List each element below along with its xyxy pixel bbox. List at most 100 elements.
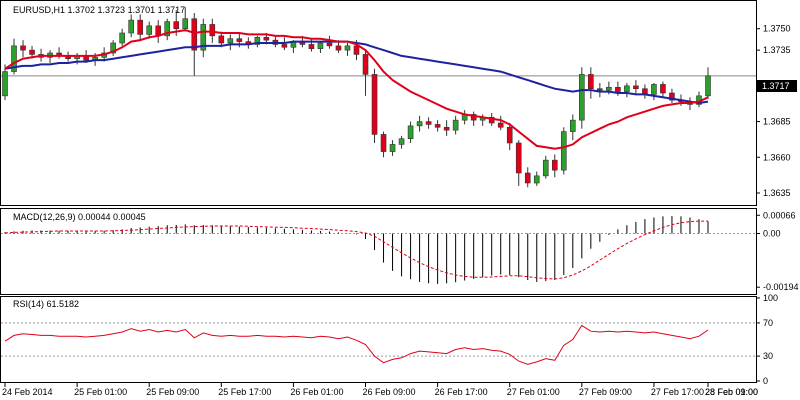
bear-candle: [362, 54, 369, 75]
rsi-panel-frame: [0, 296, 757, 383]
x-tick-label: 27 Feb 17:00: [651, 387, 704, 397]
macd-y-tick-label: 0.00: [763, 229, 781, 239]
slow-moving-average-line: [4, 40, 709, 105]
bear-candle: [615, 86, 621, 92]
x-tick-label: 25 Feb 17:00: [218, 387, 271, 397]
bear-candle: [633, 85, 639, 90]
bull-candle: [2, 71, 8, 97]
bear-candle: [497, 122, 504, 128]
x-tick-label: 27 Feb 09:00: [579, 387, 632, 397]
price-header: EURUSD,H1 1.3702 1.3723 1.3701 1.3717: [13, 5, 185, 15]
rsi-y-tick-label: 30: [763, 351, 773, 361]
bear-candle: [29, 49, 35, 55]
current-price-label-box: [757, 80, 797, 92]
bear-candle: [524, 172, 531, 184]
bear-candle: [515, 142, 522, 174]
bull-candle: [182, 18, 189, 30]
bull-candle: [533, 175, 540, 184]
bear-candle: [173, 21, 180, 30]
bear-candle: [263, 36, 270, 41]
bull-candle: [11, 45, 17, 72]
bull-candle: [651, 84, 657, 95]
bull-candle: [227, 38, 234, 44]
bull-candle: [579, 74, 585, 121]
rsi-y-tick-label: 0: [763, 376, 768, 386]
bear-candle: [371, 74, 378, 135]
price-candles-layer: [1, 7, 756, 188]
bear-candle: [443, 126, 450, 131]
bear-candle: [380, 134, 387, 152]
price-y-tick-label: 1.3635: [763, 188, 791, 198]
bear-candle: [669, 92, 675, 101]
bear-candle: [425, 121, 432, 125]
price-y-tick-label: 1.3685: [763, 117, 791, 127]
bull-candle: [570, 119, 576, 132]
bear-candle: [434, 124, 441, 128]
price-y-tick-label: 1.3735: [763, 45, 791, 55]
x-tick-label: 27 Feb 01:00: [507, 387, 560, 397]
bear-candle: [353, 45, 360, 55]
rsi-header: RSI(14) 61.5182: [13, 299, 79, 309]
bull-candle: [119, 32, 125, 44]
bear-candle: [209, 24, 216, 37]
bear-candle: [335, 45, 342, 51]
bull-candle: [389, 144, 396, 152]
x-tick-label: 24 Feb 2014: [2, 387, 53, 397]
bear-candle: [597, 88, 603, 91]
bull-candle: [164, 21, 171, 37]
bear-candle: [551, 159, 558, 171]
macd-panel-frame: [0, 208, 757, 295]
bull-candle: [624, 85, 630, 92]
rsi-layer: [1, 322, 756, 365]
macd-y-tick-label: -0.00194: [763, 282, 799, 292]
bear-candle: [281, 44, 288, 48]
x-tick-label: 25 Feb 09:00: [146, 387, 199, 397]
bull-candle: [705, 75, 711, 97]
bull-candle: [407, 125, 414, 140]
x-tick-label: 26 Feb 09:00: [363, 387, 416, 397]
rsi-y-tick-label: 70: [763, 318, 773, 328]
macd-layer: [1, 216, 756, 284]
bear-candle: [191, 18, 198, 51]
bull-candle: [560, 131, 567, 171]
bear-candle: [137, 19, 143, 35]
bear-candle: [506, 126, 513, 144]
macd-signal-line: [4, 220, 708, 280]
fast-moving-average-line: [4, 29, 709, 150]
macd-header: MACD(12,26,9) 0.00044 0.00045: [13, 212, 146, 222]
bull-candle: [200, 24, 207, 51]
x-tick-label: 26 Feb 17:00: [435, 387, 488, 397]
bear-candle: [20, 45, 26, 51]
bear-candle: [488, 116, 495, 124]
bull-candle: [317, 42, 324, 50]
bull-candle: [110, 42, 116, 54]
bull-candle: [146, 25, 153, 35]
bull-candle: [128, 19, 134, 34]
bear-candle: [660, 84, 666, 94]
bull-candle: [416, 121, 423, 127]
x-tick-label: 25 Feb 01:00: [74, 387, 127, 397]
bull-candle: [542, 159, 549, 177]
bear-candle: [236, 38, 243, 42]
macd-y-tick-label: 0.00066: [763, 210, 796, 220]
main-panel-frame: [0, 0, 757, 206]
bull-candle: [254, 36, 261, 45]
bull-candle: [398, 138, 405, 145]
y-axis-labels: 1.37501.37351.37101.36851.36601.36350.00…: [756, 24, 799, 386]
bear-candle: [588, 74, 594, 90]
rsi-y-tick-label: 100: [763, 293, 778, 303]
price-y-tick-label: 1.3660: [763, 152, 791, 162]
x-axis-labels: 24 Feb 2014 25 Feb 01:00 25 Feb 09:00 25 Fe…: [2, 383, 758, 397]
x-tick-label: 26 Feb 01:00: [290, 387, 343, 397]
bear-candle: [326, 42, 333, 47]
bull-candle: [452, 119, 459, 131]
current-price-label: 1.3717: [762, 81, 790, 91]
x-tick-label: 28 Feb 01:00: [705, 387, 758, 397]
bull-candle: [344, 45, 351, 51]
x-tick-label: 28 Feb 09:00: [705, 387, 758, 397]
bull-candle: [606, 86, 612, 91]
price-y-tick-label: 1.3750: [763, 24, 791, 34]
bear-candle: [218, 35, 225, 44]
bear-candle: [308, 44, 315, 50]
